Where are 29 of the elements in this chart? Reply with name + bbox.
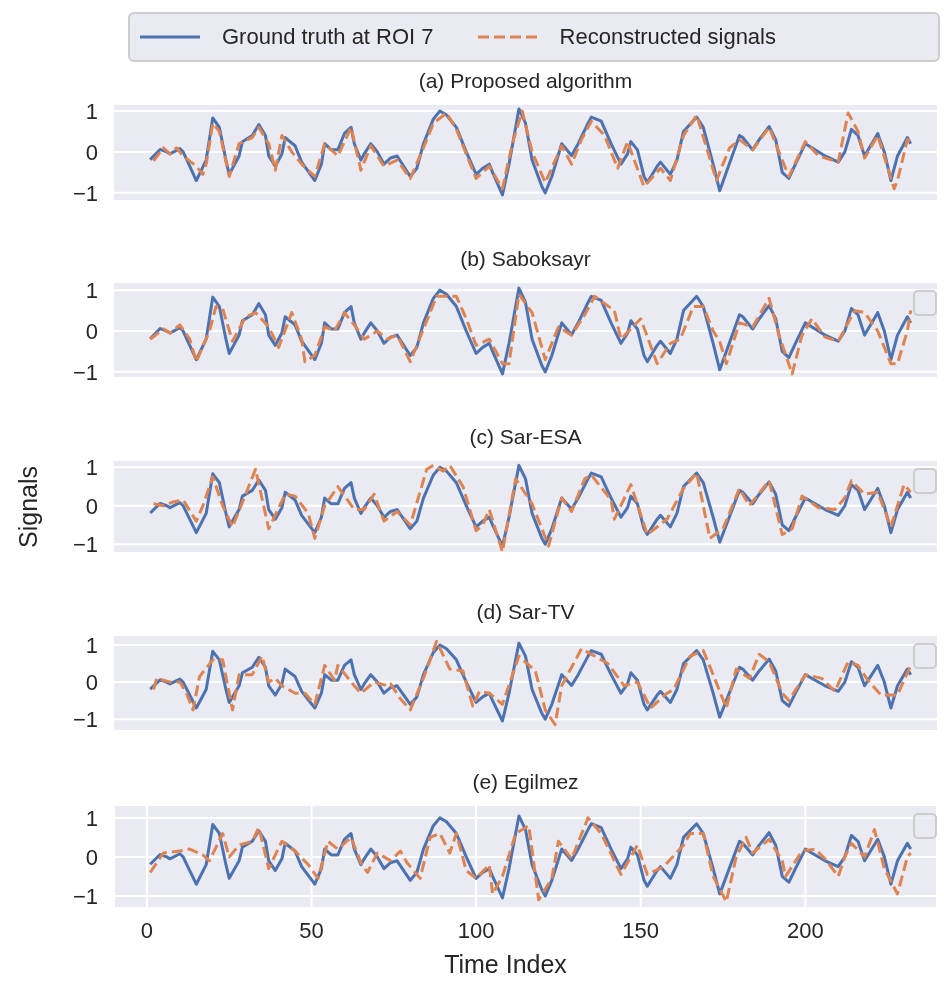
x-tick-label: 50 [299,917,324,943]
y-tick-label: 1 [85,805,98,831]
x-tick-label: 200 [786,917,824,943]
y-tick-label: 1 [85,98,98,124]
x-tick-label: 100 [457,917,495,943]
chart-title: (e) Egilmez [471,769,580,795]
y-tick-label: −1 [72,180,98,206]
chart-title: (c) Sar-ESA [468,424,583,450]
y-axis-title: Signals [13,465,43,548]
y-tick-label: −1 [72,531,98,557]
y-tick-label: −1 [72,883,98,909]
y-tick-label: −1 [72,359,98,385]
x-axis-title: Time Index [443,950,568,979]
legend-label: Reconstructed signals [559,24,776,50]
y-tick-label: 0 [85,139,98,165]
y-tick-label: 1 [85,277,98,303]
y-tick-label: 0 [85,318,98,344]
y-tick-label: 1 [85,455,98,481]
chart-title: (b) Saboksayr [459,246,592,272]
chart-title: (d) Sar-TV [475,599,576,625]
y-tick-label: 0 [85,669,98,695]
y-tick-label: 0 [85,493,98,519]
chart-title: (a) Proposed algorithm [417,68,634,94]
y-tick-label: −1 [72,706,98,732]
x-tick-label: 150 [622,917,660,943]
x-tick-label: 0 [140,917,154,943]
y-tick-label: 0 [85,844,98,870]
legend-label: Ground truth at ROI 7 [222,24,434,50]
y-tick-label: 1 [85,632,98,658]
